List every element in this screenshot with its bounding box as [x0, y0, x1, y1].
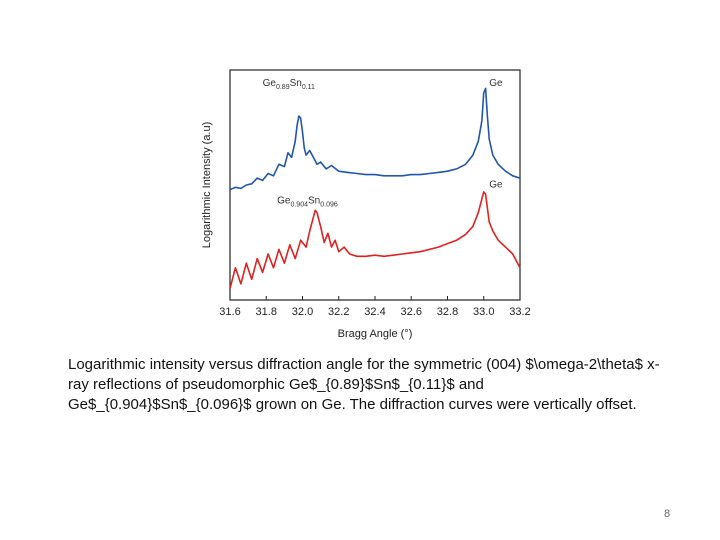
annotation-part: Ge: [277, 195, 291, 206]
annotation-part: Ge: [489, 78, 503, 89]
annotation-part: Sn: [308, 195, 320, 206]
x-axis-label: Bragg Angle (°): [338, 328, 413, 340]
annotation-part: 0.096: [320, 201, 338, 208]
annotation-part: 0.904: [290, 201, 308, 208]
annotation-label: Ge0.904Sn0.096: [277, 195, 338, 208]
annotation-part: Ge: [263, 78, 277, 89]
y-axis-label: Logarithmic Intensity (a.u): [201, 122, 213, 249]
slide-caption: Logarithmic intensity versus diffraction…: [68, 356, 660, 413]
annotation-label: Ge: [489, 78, 503, 89]
series-line-1: [229, 191, 521, 289]
x-tick-label: 32.2: [328, 306, 349, 318]
x-tick-label: 33.0: [473, 306, 494, 318]
page-number: 8: [664, 508, 671, 520]
x-tick-label: 31.8: [256, 306, 277, 318]
annotation-label: Ge: [489, 179, 503, 190]
annotation-part: Sn: [290, 78, 302, 89]
x-tick-label: 32.6: [401, 306, 422, 318]
x-tick-label: 32.8: [437, 306, 458, 318]
x-tick-label: 32.4: [364, 306, 385, 318]
annotation-part: Ge: [489, 179, 503, 190]
x-tick-label: 31.6: [219, 306, 240, 318]
annotation-part: 0.89: [276, 84, 290, 91]
series-line-0: [229, 87, 521, 191]
chart: 31.6 31.8 32.0 32.2 32.4 32.6 32.8 33.0 33.2 Ge0…: [201, 69, 531, 340]
annotation-part: 0.11: [302, 84, 315, 91]
x-tick-label: 32.0: [292, 306, 313, 318]
x-tick-label: 33.2: [509, 306, 530, 318]
annotation-label: Ge0.89Sn0.11: [263, 78, 315, 91]
